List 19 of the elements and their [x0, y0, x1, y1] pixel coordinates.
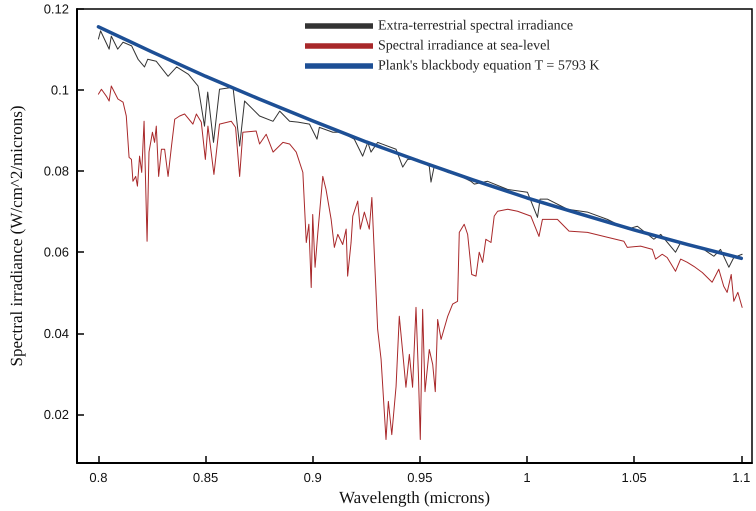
legend-label: Plank's blackbody equation T = 5793 K: [378, 58, 600, 74]
y-tick-label: 0.1: [50, 82, 69, 98]
legend-label: Extra-terrestrial spectral irradiance: [378, 18, 574, 34]
x-tick-label: 0.8: [89, 470, 108, 485]
y-tick-label: 0.08: [44, 164, 69, 179]
legend-label: Spectral irradiance at sea-level: [378, 38, 550, 54]
line-series: [98, 86, 743, 440]
y-tick-label: 0.04: [44, 326, 69, 341]
y-axis-title: Spectral irradiance (W/cm^2/microns): [7, 106, 26, 366]
x-tick-label: 1.1: [732, 470, 750, 485]
y-tick-label: 0.12: [44, 2, 69, 16]
y-tick-label: 0.02: [44, 406, 69, 422]
x-tick-label: 0.9: [304, 470, 322, 485]
x-tick-label: 0.85: [192, 470, 218, 485]
x-axis-title: Wavelength (microns): [338, 488, 490, 507]
y-tick-label: 0.06: [44, 244, 69, 260]
x-tick-label: 0.95: [407, 470, 433, 485]
x-tick-label: 1: [523, 470, 531, 485]
x-tick-label: 1.05: [621, 470, 647, 485]
